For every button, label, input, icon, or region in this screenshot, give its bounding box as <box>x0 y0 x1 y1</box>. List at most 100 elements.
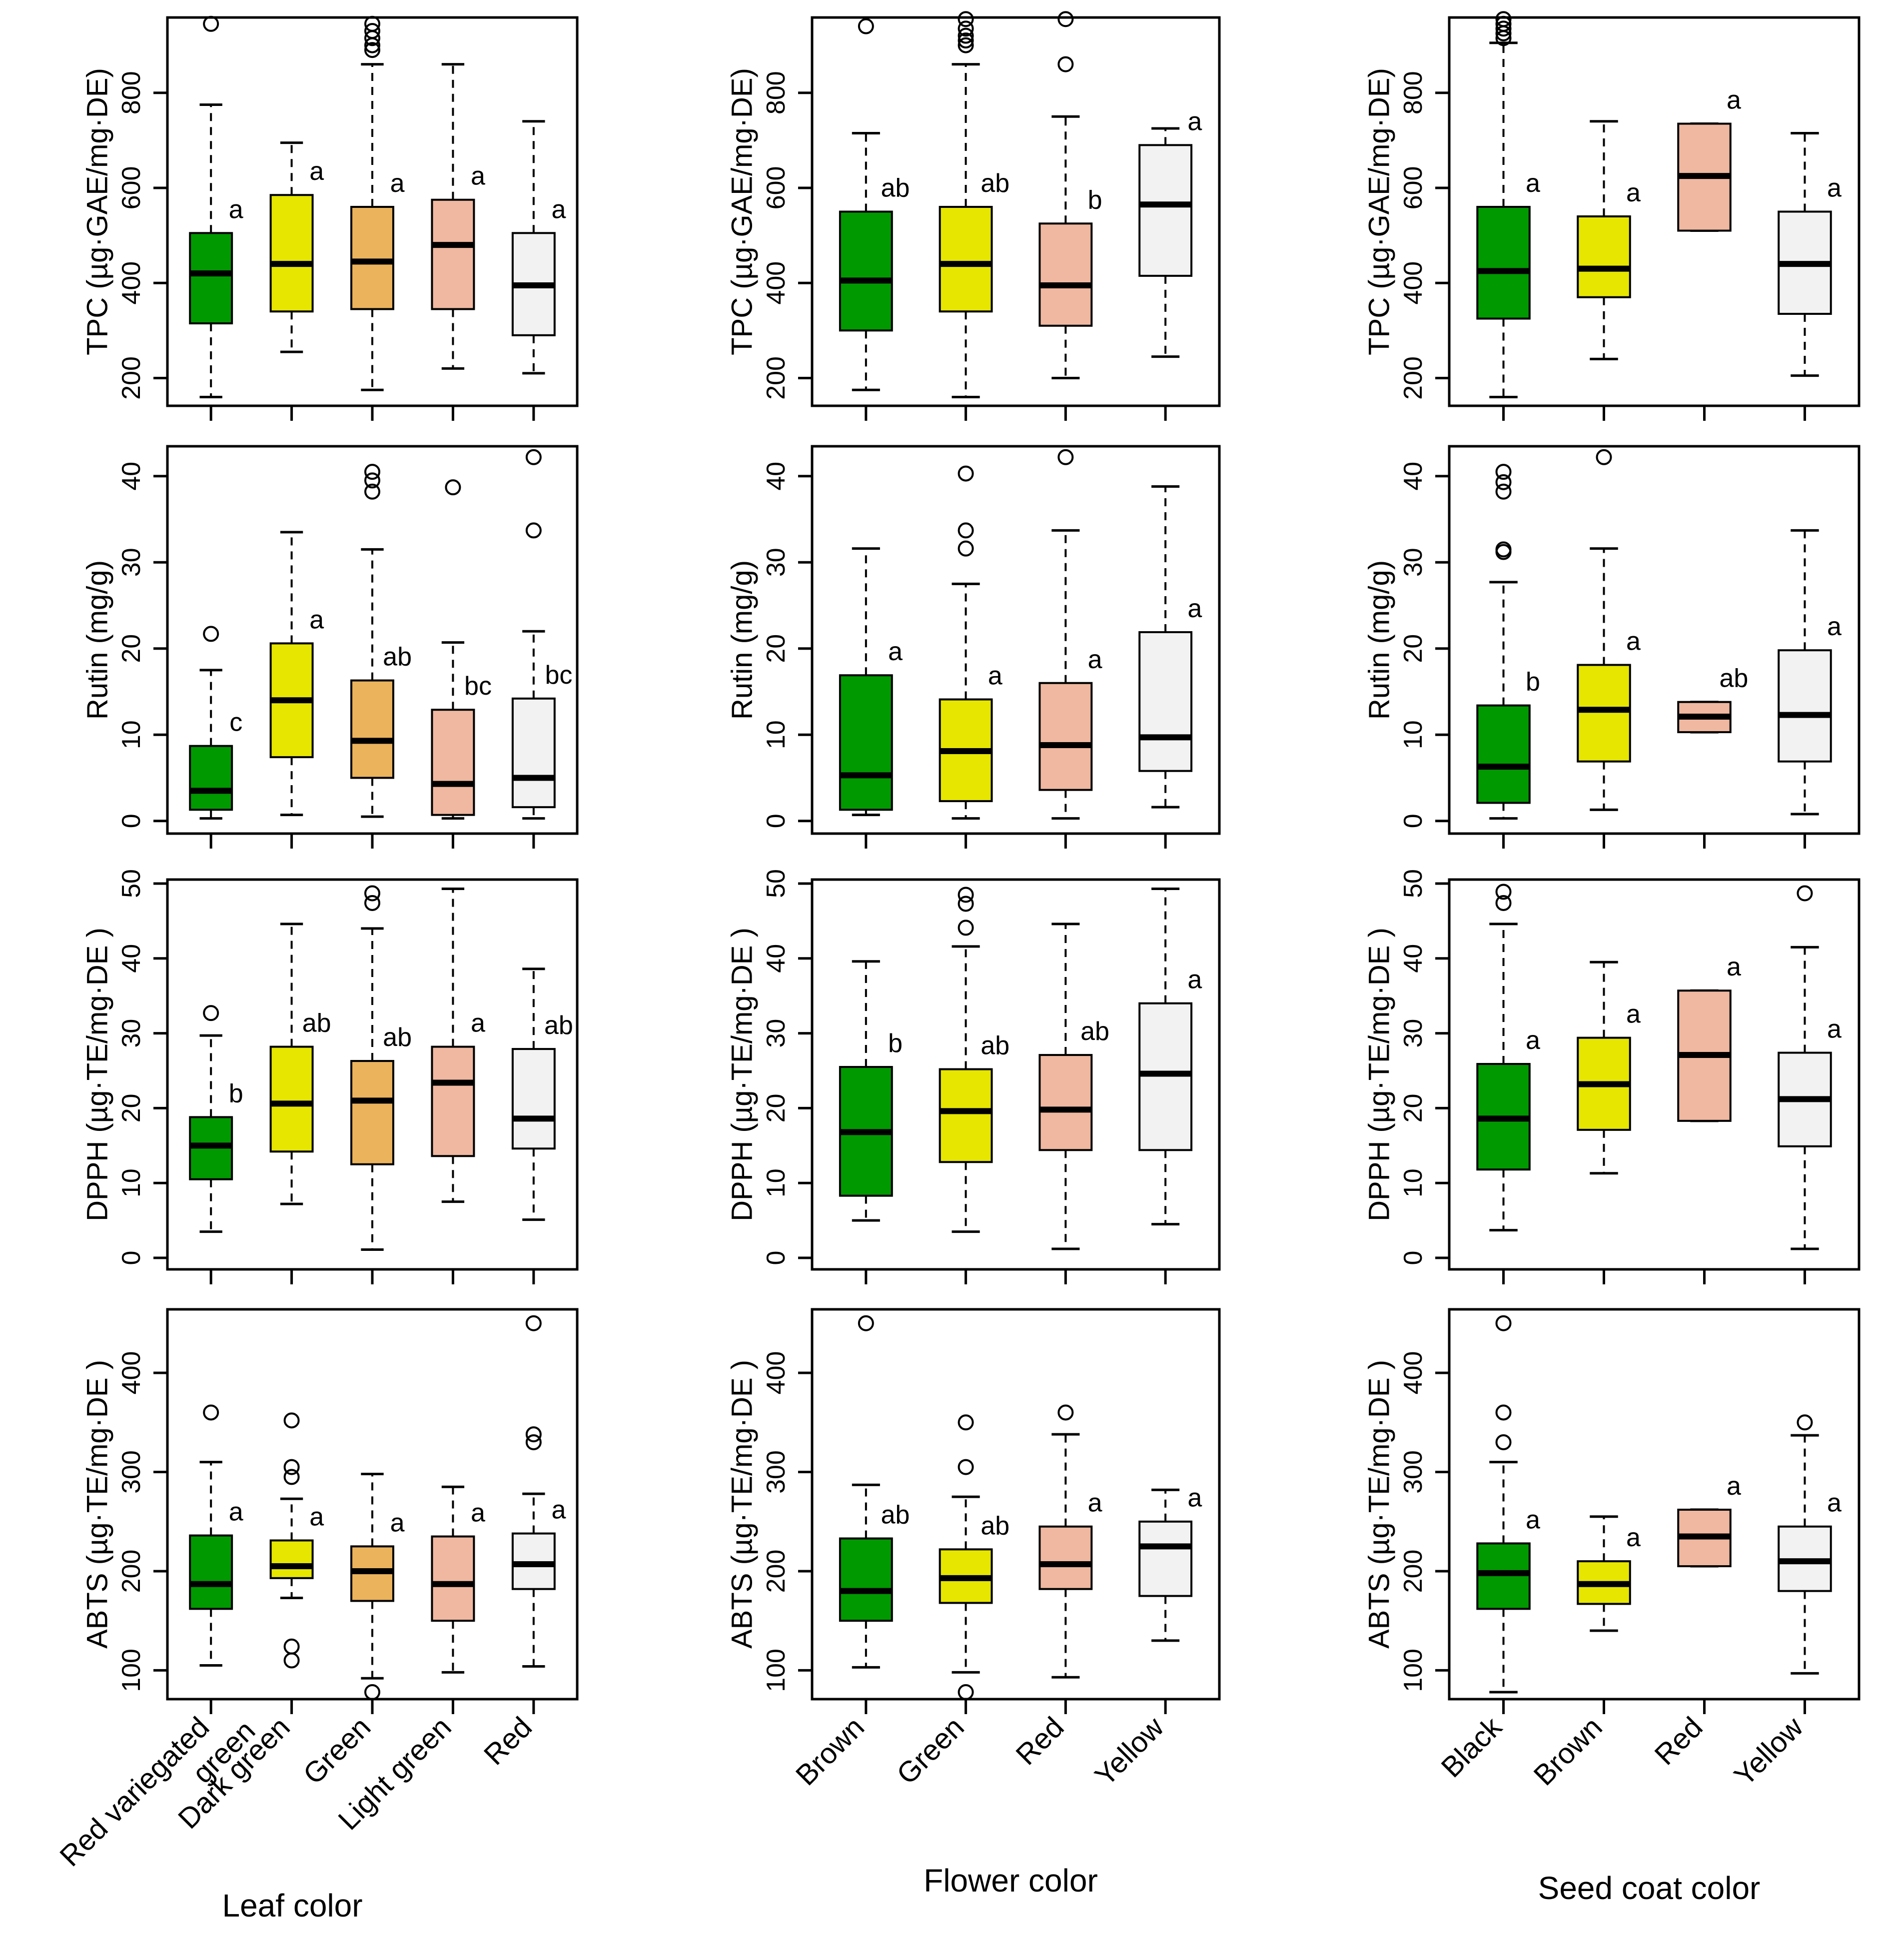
significance-letter: a <box>1526 169 1540 198</box>
iqr-box <box>269 194 314 313</box>
y-axis-label: DPPH (µg·TE/mg·DE ) <box>1363 928 1396 1221</box>
outlier-point <box>283 1652 300 1669</box>
box-yellow: a <box>1138 1484 1202 1642</box>
outlier-point <box>203 15 219 32</box>
significance-letter: a <box>1187 107 1202 136</box>
outlier-point <box>957 522 974 539</box>
outlier-point <box>1057 1404 1074 1421</box>
significance-letter: a <box>1827 612 1842 641</box>
significance-letter: a <box>1187 594 1202 623</box>
iqr-box <box>431 709 475 816</box>
y-tick-label: 10 <box>117 720 146 749</box>
y-tick-label: 600 <box>762 166 791 210</box>
y-tick-label: 30 <box>117 1019 146 1048</box>
box-yellow: a <box>1778 529 1842 816</box>
significance-letter: b <box>888 1029 903 1058</box>
y-tick-label: 10 <box>762 720 791 749</box>
box-red-variegated-green: b <box>189 1005 243 1233</box>
y-tick-label: 600 <box>1399 166 1428 210</box>
significance-letter: a <box>1727 86 1741 115</box>
box-brown: b <box>839 960 903 1222</box>
y-tick-label: 10 <box>762 1168 791 1197</box>
iqr-box <box>431 198 475 310</box>
box-light-green: a <box>431 63 485 370</box>
iqr-box <box>1138 1520 1193 1597</box>
outlier-point <box>283 1459 300 1475</box>
box-red: a <box>1038 449 1102 820</box>
box-green: ab <box>939 11 1009 398</box>
significance-letter: ab <box>302 1009 331 1038</box>
box-red: a <box>1677 953 1741 1122</box>
y-tick-label: 50 <box>117 869 146 898</box>
y-tick-label: 100 <box>1399 1649 1428 1692</box>
significance-letter: a <box>1626 1000 1641 1029</box>
significance-letter: ab <box>881 174 910 203</box>
y-tick-label: 10 <box>1399 1168 1428 1197</box>
outlier-point <box>364 15 380 32</box>
outlier-point <box>957 465 974 482</box>
significance-letter: a <box>390 1508 405 1537</box>
y-tick-label: 400 <box>117 261 146 305</box>
outlier-point <box>364 483 380 500</box>
iqr-box <box>1038 222 1093 327</box>
box-brown: a <box>1577 449 1641 811</box>
box-black: a <box>1476 884 1540 1232</box>
y-tick-label: 20 <box>117 634 146 663</box>
y-tick-label: 40 <box>117 462 146 491</box>
outlier-point <box>1495 483 1512 500</box>
iqr-box <box>269 1539 314 1579</box>
significance-letter: ab <box>980 169 1009 198</box>
box-yellow: a <box>1778 885 1842 1250</box>
outlier-point <box>283 1412 300 1429</box>
significance-letter: a <box>888 637 903 666</box>
outlier-point <box>957 540 974 557</box>
outlier-point <box>445 479 461 496</box>
x-category-label: Yellow <box>1088 1710 1170 1792</box>
outlier-point <box>364 885 380 902</box>
y-tick-label: 30 <box>762 548 791 577</box>
x-category-label: Brown <box>790 1711 871 1792</box>
iqr-box <box>939 1068 993 1163</box>
significance-letter: a <box>1727 953 1741 981</box>
box-red: ab <box>511 968 573 1221</box>
significance-letter: a <box>1088 1489 1102 1518</box>
iqr-box <box>431 1045 475 1157</box>
y-tick-label: 10 <box>117 1168 146 1197</box>
y-tick-label: 40 <box>117 944 146 973</box>
panel-dpph-leaf: 0 10 20 30 40 50 DPPH (µg·TE/mg·DE ) b ab ab a ab <box>81 869 579 1284</box>
outlier-point <box>1057 449 1074 465</box>
box-red-variegated-green: c <box>189 626 242 820</box>
x-category-label: Brown <box>1527 1711 1608 1792</box>
y-tick-label: 30 <box>762 1019 791 1048</box>
outlier-point <box>525 449 542 465</box>
outlier-point <box>525 1434 542 1450</box>
significance-letter: a <box>309 1502 324 1531</box>
box-brown: a <box>1577 1515 1641 1632</box>
box-brown: a <box>1577 961 1641 1175</box>
plot-frame <box>811 1308 1221 1701</box>
box-red: a <box>511 1315 566 1668</box>
box-red: ab <box>1038 923 1109 1250</box>
significance-letter: bc <box>464 672 492 701</box>
y-axis-label: ABTS (µg·TE/mg·DE ) <box>1363 1360 1396 1649</box>
y-tick-label: 400 <box>1399 261 1428 305</box>
panel-rutin-leaf: 0 10 20 30 40 Rutin (mg/g) c a ab bc bc <box>81 445 579 849</box>
y-axis-label: Rutin (mg/g) <box>81 560 114 720</box>
box-black: a <box>1476 1315 1540 1694</box>
iqr-box <box>511 1048 556 1150</box>
significance-letter: a <box>551 1496 566 1525</box>
outlier-point <box>858 1315 874 1331</box>
x-category-label: Red <box>1009 1711 1070 1771</box>
box-green: ab <box>939 1414 1009 1701</box>
outlier-point <box>957 27 974 44</box>
iqr-box <box>1038 1525 1093 1590</box>
box-green: ab <box>350 885 412 1251</box>
iqr-box <box>350 679 394 779</box>
y-tick-label: 800 <box>762 71 791 114</box>
outlier-point <box>364 42 380 58</box>
y-axis-label: DPPH (µg·TE/mg·DE ) <box>726 928 759 1221</box>
iqr-box <box>1778 649 1832 763</box>
box-red: a <box>1677 86 1741 232</box>
significance-letter: a <box>309 605 324 634</box>
